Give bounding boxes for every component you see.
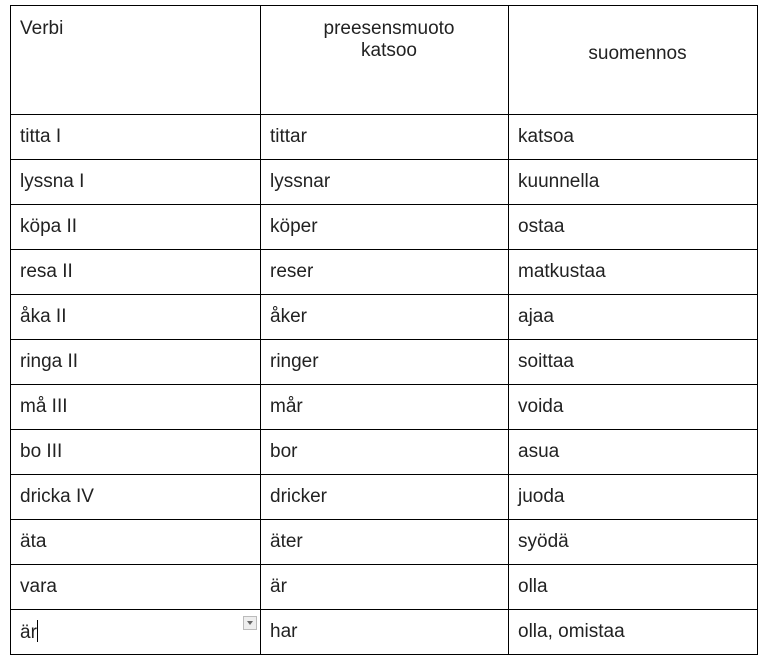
table-cell[interactable]: är xyxy=(260,564,509,610)
table-row: titta I tittar katsoa xyxy=(10,114,758,160)
table-cell[interactable]: ajaa xyxy=(508,294,758,340)
header-cell-suomennos[interactable]: suomennos xyxy=(508,5,758,115)
table-cell[interactable]: dricker xyxy=(260,474,509,520)
table-cell[interactable]: titta I xyxy=(10,114,261,160)
cell-text: reser xyxy=(270,261,314,282)
cell-text: tittar xyxy=(270,126,307,147)
table-cell[interactable]: syödä xyxy=(508,519,758,565)
table-row: må III mår voida xyxy=(10,384,758,430)
cell-text: lyssna I xyxy=(20,171,85,192)
dropdown-arrow-icon[interactable] xyxy=(243,616,257,630)
cell-text: mår xyxy=(270,396,303,417)
table-cell[interactable]: olla, omistaa xyxy=(508,609,758,655)
cell-text: åker xyxy=(270,306,307,327)
table-cell[interactable]: dricka IV xyxy=(10,474,261,520)
cell-text: köpa II xyxy=(20,216,78,237)
cell-text: syödä xyxy=(518,531,569,552)
header-text: preesensmuoto xyxy=(323,18,455,39)
cell-text: asua xyxy=(518,441,560,462)
table-cell[interactable]: åker xyxy=(260,294,509,340)
table-cell[interactable]: bo III xyxy=(10,429,261,475)
verb-table: Verbi preesensmuoto katsoo suomennos titt… xyxy=(10,5,758,655)
cell-text: dricka IV xyxy=(20,486,94,507)
table-row: åka II åker ajaa xyxy=(10,294,758,340)
cell-text: har xyxy=(270,621,298,642)
cell-text: ostaa xyxy=(518,216,565,237)
cell-text: dricker xyxy=(270,486,328,507)
cell-text: olla xyxy=(518,576,548,597)
header-row: Verbi preesensmuoto katsoo suomennos xyxy=(10,5,758,115)
table-cell[interactable]: äta xyxy=(10,519,261,565)
table-cell[interactable]: reser xyxy=(260,249,509,295)
cell-text: voida xyxy=(518,396,564,417)
header-cell-preesensmuoto[interactable]: preesensmuoto katsoo xyxy=(260,5,509,115)
table-row: bo III bor asua xyxy=(10,429,758,475)
header-text: katsoo xyxy=(361,40,417,61)
table-cell[interactable]: äter xyxy=(260,519,509,565)
table-cell[interactable]: kuunnella xyxy=(508,159,758,205)
table-cell[interactable]: lyssnar xyxy=(260,159,509,205)
cell-text: åka II xyxy=(20,306,67,327)
cell-text: soittaa xyxy=(518,351,574,372)
cell-text: köper xyxy=(270,216,318,237)
table-cell[interactable]: bor xyxy=(260,429,509,475)
table-row: är har olla, omistaa xyxy=(10,609,758,655)
header-cell-verbi[interactable]: Verbi xyxy=(10,5,261,115)
table-cell[interactable]: katsoa xyxy=(508,114,758,160)
cell-text: katsoa xyxy=(518,126,574,147)
header-text: Verbi xyxy=(20,18,64,39)
table-cell[interactable]: juoda xyxy=(508,474,758,520)
table-cell[interactable]: soittaa xyxy=(508,339,758,385)
cell-text: juoda xyxy=(518,486,565,507)
cell-text: ringa II xyxy=(20,351,79,372)
table-cell[interactable]: åka II xyxy=(10,294,261,340)
table-cell[interactable]: resa II xyxy=(10,249,261,295)
table-cell[interactable]: mår xyxy=(260,384,509,430)
cell-text: äter xyxy=(270,531,303,552)
table-row: ringa II ringer soittaa xyxy=(10,339,758,385)
header-text: suomennos xyxy=(588,43,687,64)
table-row: dricka IV dricker juoda xyxy=(10,474,758,520)
cell-text: lyssnar xyxy=(270,171,331,192)
table-row: äta äter syödä xyxy=(10,519,758,565)
cell-text: ringer xyxy=(270,351,319,372)
cell-text: är xyxy=(20,622,37,643)
table-cell[interactable]: olla xyxy=(508,564,758,610)
table-cell[interactable]: asua xyxy=(508,429,758,475)
cell-text: ajaa xyxy=(518,306,554,327)
cell-text: bor xyxy=(270,441,298,462)
table-cell[interactable]: vara xyxy=(10,564,261,610)
cell-text: bo III xyxy=(20,441,63,462)
table-row: vara är olla xyxy=(10,564,758,610)
cell-text: olla, omistaa xyxy=(518,621,625,642)
table-cell[interactable]: matkustaa xyxy=(508,249,758,295)
table-row: lyssna I lyssnar kuunnella xyxy=(10,159,758,205)
cell-text: äta xyxy=(20,531,47,552)
table-cell[interactable]: har xyxy=(260,609,509,655)
table-cell[interactable]: ringer xyxy=(260,339,509,385)
table-row: resa II reser matkustaa xyxy=(10,249,758,295)
cell-text: kuunnella xyxy=(518,171,600,192)
table-cell[interactable]: lyssna I xyxy=(10,159,261,205)
table-cell[interactable]: är xyxy=(10,609,261,655)
cell-text: titta I xyxy=(20,126,62,147)
cell-text: är xyxy=(270,576,287,597)
cell-text: må III xyxy=(20,396,68,417)
cell-text: vara xyxy=(20,576,57,597)
table-cell[interactable]: köpa II xyxy=(10,204,261,250)
table-cell[interactable]: köper xyxy=(260,204,509,250)
table-cell[interactable]: ostaa xyxy=(508,204,758,250)
table-cell[interactable]: må III xyxy=(10,384,261,430)
text-cursor xyxy=(36,620,38,642)
table-cell[interactable]: ringa II xyxy=(10,339,261,385)
cell-text: resa II xyxy=(20,261,73,282)
table-cell[interactable]: voida xyxy=(508,384,758,430)
cell-text: matkustaa xyxy=(518,261,606,282)
table-row: köpa II köper ostaa xyxy=(10,204,758,250)
table-cell[interactable]: tittar xyxy=(260,114,509,160)
